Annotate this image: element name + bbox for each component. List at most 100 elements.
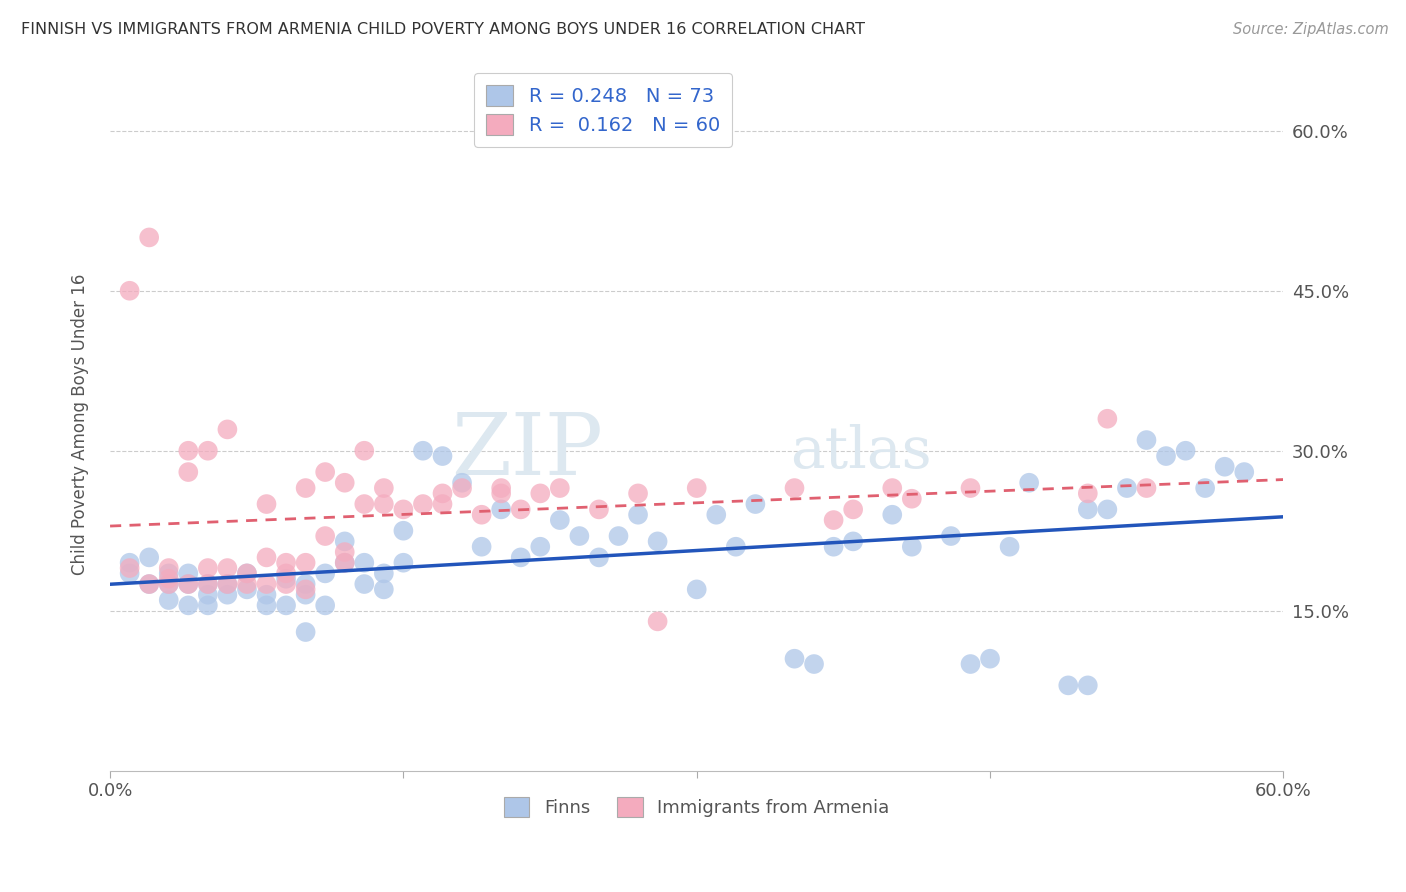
Point	[1135, 481, 1157, 495]
Point	[157, 577, 180, 591]
Point	[236, 577, 259, 591]
Point	[1097, 411, 1119, 425]
Text: atlas: atlas	[790, 424, 932, 480]
Point	[432, 497, 454, 511]
Point	[157, 572, 180, 586]
Point	[1194, 481, 1216, 495]
Point	[256, 550, 278, 565]
Point	[489, 486, 512, 500]
Point	[256, 497, 278, 511]
Point	[842, 534, 865, 549]
Point	[1018, 475, 1040, 490]
Point	[236, 582, 259, 597]
Point	[197, 599, 219, 613]
Point	[489, 502, 512, 516]
Point	[882, 508, 904, 522]
Point	[294, 481, 316, 495]
Point	[588, 550, 610, 565]
Point	[823, 540, 845, 554]
Point	[294, 577, 316, 591]
Point	[177, 577, 200, 591]
Point	[471, 540, 494, 554]
Point	[373, 481, 395, 495]
Point	[157, 561, 180, 575]
Point	[1174, 443, 1197, 458]
Y-axis label: Child Poverty Among Boys Under 16: Child Poverty Among Boys Under 16	[72, 273, 89, 574]
Point	[353, 577, 375, 591]
Point	[274, 556, 297, 570]
Point	[177, 566, 200, 581]
Point	[489, 481, 512, 495]
Point	[451, 481, 474, 495]
Point	[157, 577, 180, 591]
Point	[256, 577, 278, 591]
Point	[294, 582, 316, 597]
Point	[509, 502, 531, 516]
Point	[647, 534, 669, 549]
Point	[432, 486, 454, 500]
Point	[294, 625, 316, 640]
Point	[274, 572, 297, 586]
Point	[979, 651, 1001, 665]
Point	[392, 556, 415, 570]
Point	[783, 651, 806, 665]
Point	[217, 588, 239, 602]
Point	[217, 561, 239, 575]
Point	[823, 513, 845, 527]
Point	[548, 513, 571, 527]
Point	[392, 524, 415, 538]
Point	[1135, 433, 1157, 447]
Point	[607, 529, 630, 543]
Point	[314, 465, 336, 479]
Point	[1233, 465, 1256, 479]
Point	[704, 508, 727, 522]
Point	[588, 502, 610, 516]
Point	[998, 540, 1021, 554]
Point	[724, 540, 747, 554]
Point	[333, 475, 356, 490]
Point	[744, 497, 766, 511]
Point	[256, 599, 278, 613]
Point	[1213, 459, 1236, 474]
Point	[197, 577, 219, 591]
Point	[314, 599, 336, 613]
Point	[842, 502, 865, 516]
Point	[1154, 449, 1177, 463]
Point	[138, 577, 160, 591]
Point	[901, 491, 924, 506]
Point	[959, 481, 981, 495]
Point	[118, 284, 141, 298]
Point	[901, 540, 924, 554]
Point	[118, 566, 141, 581]
Point	[314, 529, 336, 543]
Point	[177, 599, 200, 613]
Point	[959, 657, 981, 671]
Point	[314, 566, 336, 581]
Point	[471, 508, 494, 522]
Point	[803, 657, 825, 671]
Text: Source: ZipAtlas.com: Source: ZipAtlas.com	[1233, 22, 1389, 37]
Legend: Finns, Immigrants from Armenia: Finns, Immigrants from Armenia	[496, 789, 897, 824]
Text: ZIP: ZIP	[451, 410, 603, 493]
Point	[274, 599, 297, 613]
Point	[686, 582, 709, 597]
Point	[353, 443, 375, 458]
Point	[1077, 678, 1099, 692]
Point	[1116, 481, 1139, 495]
Point	[939, 529, 962, 543]
Point	[412, 443, 434, 458]
Point	[118, 556, 141, 570]
Point	[1077, 502, 1099, 516]
Point	[294, 556, 316, 570]
Point	[647, 615, 669, 629]
Point	[274, 566, 297, 581]
Point	[509, 550, 531, 565]
Point	[627, 486, 650, 500]
Point	[548, 481, 571, 495]
Point	[529, 540, 551, 554]
Point	[138, 230, 160, 244]
Point	[197, 588, 219, 602]
Point	[138, 550, 160, 565]
Point	[177, 443, 200, 458]
Point	[1097, 502, 1119, 516]
